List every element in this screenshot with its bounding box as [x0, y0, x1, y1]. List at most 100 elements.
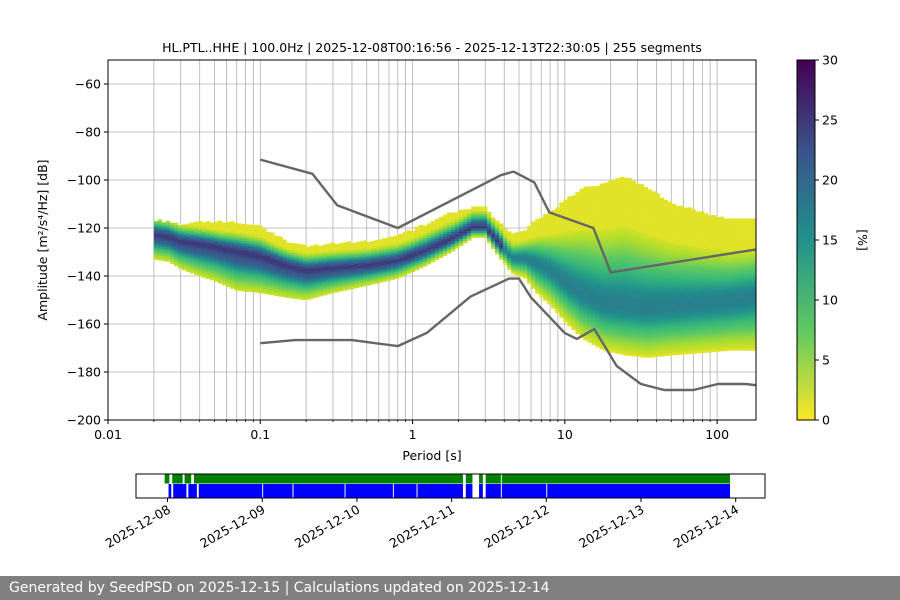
psd-cell [591, 193, 596, 197]
psd-cell [515, 253, 520, 257]
psd-cell [667, 230, 673, 234]
psd-cell [487, 211, 492, 215]
psd-cell [615, 276, 620, 280]
psd-cell [675, 347, 681, 351]
psd-cell [587, 234, 592, 238]
psd-cell [707, 330, 713, 334]
psd-cell [567, 249, 572, 252]
psd-cell [258, 230, 263, 234]
psd-cell [623, 319, 628, 322]
psd-cell [591, 195, 596, 199]
psd-cell [691, 286, 697, 289]
psd-cell [454, 219, 460, 223]
psd-cell [711, 217, 717, 221]
psd-cell [551, 272, 556, 276]
psd-cell [242, 259, 247, 263]
psd-cell [206, 254, 211, 258]
psd-cell [587, 265, 592, 269]
psd-cell [635, 337, 640, 341]
psd-cell [246, 248, 251, 252]
psd-cell [619, 337, 624, 341]
psd-cell [563, 312, 568, 316]
psd-cell [635, 286, 640, 290]
psd-cell [426, 252, 432, 255]
psd-cell [663, 334, 669, 337]
psd-cell [643, 206, 649, 209]
psd-cell [185, 252, 191, 256]
psd-cell [181, 241, 187, 244]
psd-cell [161, 236, 167, 240]
psd-cell [627, 185, 632, 188]
psd-cell [603, 245, 608, 248]
psd-cell [571, 308, 576, 311]
psd-cell [258, 249, 263, 253]
psd-cell [274, 250, 279, 253]
psd-cell [627, 264, 632, 268]
psd-cell [314, 294, 319, 298]
psd-cell [499, 244, 504, 248]
psd-cell [426, 244, 432, 248]
psd-cell [707, 236, 713, 240]
psd-cell [450, 227, 456, 230]
psd-cell [266, 239, 271, 242]
psd-cell [683, 272, 689, 276]
psd-cell [595, 294, 600, 297]
psd-cell [639, 244, 644, 247]
psd-cell [643, 222, 649, 226]
psd-cell [591, 258, 596, 261]
psd-cell [687, 336, 693, 340]
psd-cell [254, 256, 259, 260]
psd-cell [153, 240, 159, 244]
psd-cell [703, 242, 709, 245]
psd-cell [627, 288, 632, 292]
psd-cell [699, 218, 705, 222]
psd-cell [671, 319, 677, 322]
psd-cell [691, 312, 697, 316]
psd-cell [699, 264, 705, 267]
psd-cell [663, 274, 669, 277]
psd-cell [655, 253, 661, 257]
psd-cell [410, 242, 416, 246]
psd-cell [707, 335, 713, 339]
psd-cell [274, 262, 279, 265]
psd-cell [418, 246, 424, 250]
psd-cell [483, 218, 488, 222]
psd-cell [647, 304, 653, 308]
psd-cell [543, 262, 548, 265]
psd-cell [218, 276, 223, 279]
psd-cell [346, 284, 351, 288]
psd-cell [575, 211, 580, 215]
psd-cell [547, 268, 552, 271]
psd-cell [727, 348, 733, 351]
psd-cell [723, 223, 729, 227]
psd-cell [715, 257, 721, 261]
psd-cell [202, 267, 207, 271]
psd-cell [181, 265, 187, 268]
psd-cell [579, 282, 584, 286]
psd-cell [535, 257, 540, 261]
psd-cell [374, 276, 380, 279]
psd-cell [210, 265, 215, 269]
psd-cell [727, 297, 733, 301]
psd-cell [591, 282, 596, 285]
psd-cell [639, 330, 644, 334]
psd-cell [495, 230, 500, 233]
psd-cell [230, 226, 235, 229]
psd-cell [643, 232, 649, 236]
psd-cell [543, 283, 548, 287]
psd-cell [474, 235, 480, 238]
psd-cell [258, 259, 263, 262]
psd-cell [663, 329, 669, 333]
psd-cell [671, 280, 677, 284]
psd-cell [671, 273, 677, 277]
psd-cell [559, 300, 564, 304]
psd-cell [707, 308, 713, 312]
psd-cell [254, 234, 259, 238]
psd-cell [651, 251, 657, 255]
psd-cell [627, 341, 632, 344]
psd-cell [458, 214, 464, 218]
psd-cell [683, 277, 689, 280]
psd-cell [250, 265, 255, 269]
psd-cell [539, 277, 544, 281]
psd-cell [426, 242, 432, 246]
